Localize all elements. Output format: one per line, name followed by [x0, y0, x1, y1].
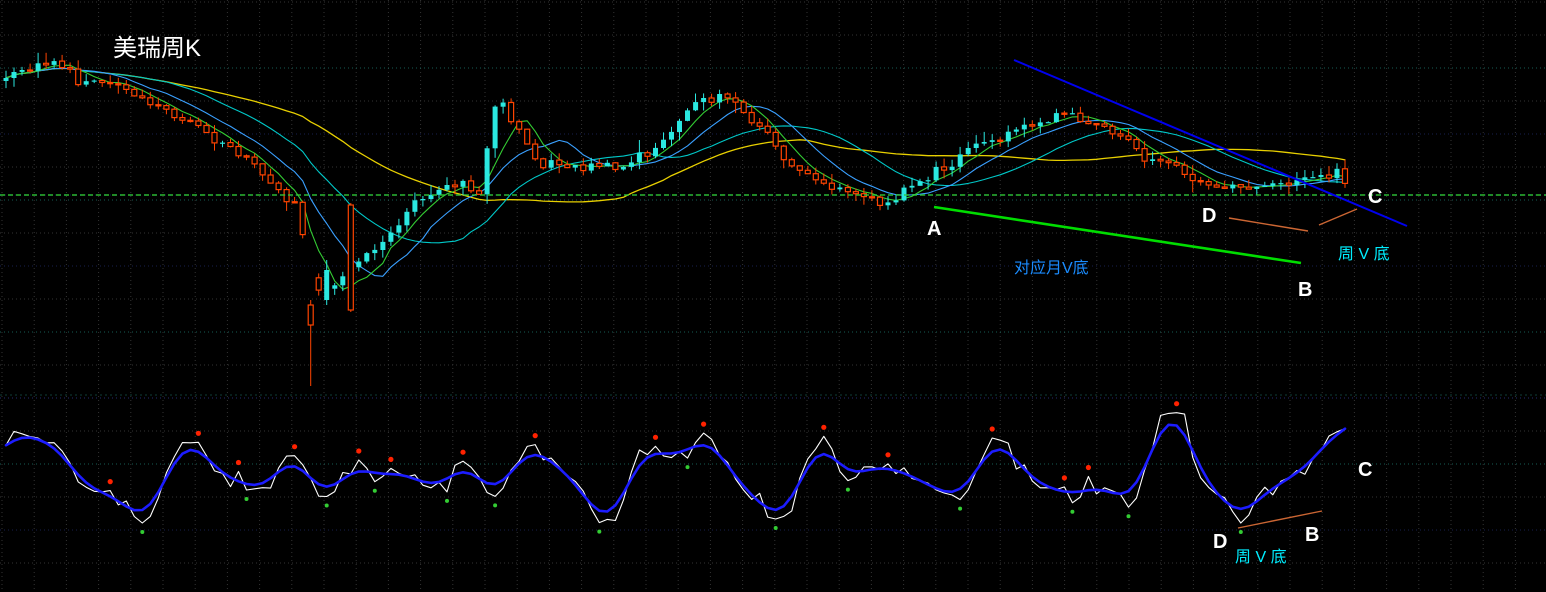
svg-text:周 V 底: 周 V 底: [1235, 548, 1287, 566]
svg-text:对应月V底: 对应月V底: [1014, 258, 1089, 277]
svg-text:美瑞周K: 美瑞周K: [113, 35, 201, 62]
svg-text:D: D: [1213, 531, 1227, 553]
svg-text:C: C: [1368, 186, 1382, 208]
svg-text:B: B: [1298, 279, 1312, 301]
svg-text:C: C: [1358, 459, 1372, 481]
svg-text:D: D: [1202, 205, 1216, 227]
svg-text:B: B: [1305, 524, 1319, 546]
svg-text:A: A: [927, 218, 941, 240]
svg-text:周 V 底: 周 V 底: [1338, 245, 1390, 263]
